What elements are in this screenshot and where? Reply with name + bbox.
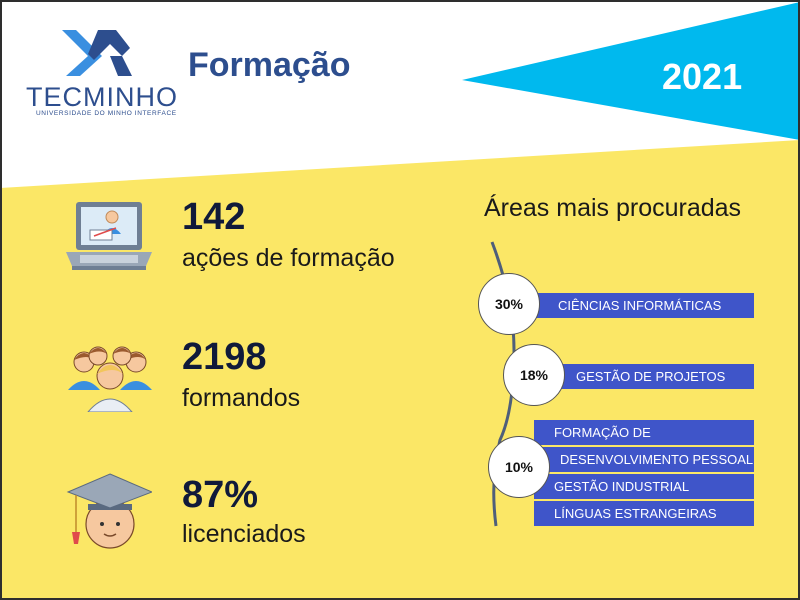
stat-label-actions: ações de formação [182,244,395,272]
laptop-presentation-icon [66,202,152,270]
area-bar-linguas-estrangeiras: LÍNGUAS ESTRANGEIRAS [534,501,754,526]
area-label: DESENVOLVIMENTO PESSOAL [560,452,754,467]
stat-value-trainees: 2198 [182,336,267,378]
area-bar-desenvolvimento-pessoal: DESENVOLVIMENTO PESSOAL [534,447,754,472]
stat-value-actions: 142 [182,196,246,238]
logo-name: TECMINHO [26,82,178,112]
stat-value-graduates: 87% [182,474,259,516]
area-bar-gestao-industrial: GESTÃO INDUSTRIAL [534,474,754,499]
area-label: GESTÃO DE PROJETOS [576,369,726,384]
area-bar-gestao-projetos: GESTÃO DE PROJETOS [534,364,754,389]
stat-label-trainees: formandos [182,384,301,412]
percent-circle-18: 18% [503,344,565,406]
area-label: GESTÃO INDUSTRIAL [554,479,690,494]
percent-circle-30: 30% [478,273,540,335]
header-cyan-wedge [462,2,800,140]
area-label: CIÊNCIAS INFORMÁTICAS [558,298,722,313]
stat-label-graduates: licenciados [182,520,306,548]
area-label: LÍNGUAS ESTRANGEIRAS [554,506,717,521]
graduate-cap-icon [66,473,152,549]
areas-title: Áreas mais procuradas [484,194,742,222]
header-white-band [0,0,800,188]
year-label: 2021 [662,56,743,97]
people-group-icon [68,346,152,412]
area-bar-ciencias-informaticas: CIÊNCIAS INFORMÁTICAS [534,293,754,318]
logo-subtitle: UNIVERSIDADE DO MINHO INTERFACE [36,110,177,117]
tecminho-logo-icon [62,30,132,76]
percent-circle-10: 10% [488,436,550,498]
page-title: Formação [188,46,351,84]
area-bar-formacao-eformadores: FORMAÇÃO DE EFORMADORES [534,420,754,465]
